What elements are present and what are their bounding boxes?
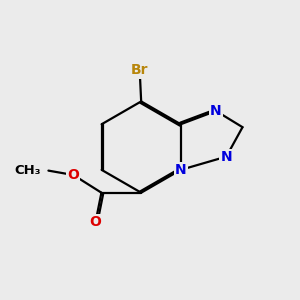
Text: O: O [68,168,80,182]
Text: Br: Br [131,64,148,77]
Text: CH₃: CH₃ [15,164,41,177]
Text: N: N [175,163,187,177]
Text: N: N [220,150,232,164]
Text: N: N [210,104,222,118]
Text: O: O [90,215,101,229]
